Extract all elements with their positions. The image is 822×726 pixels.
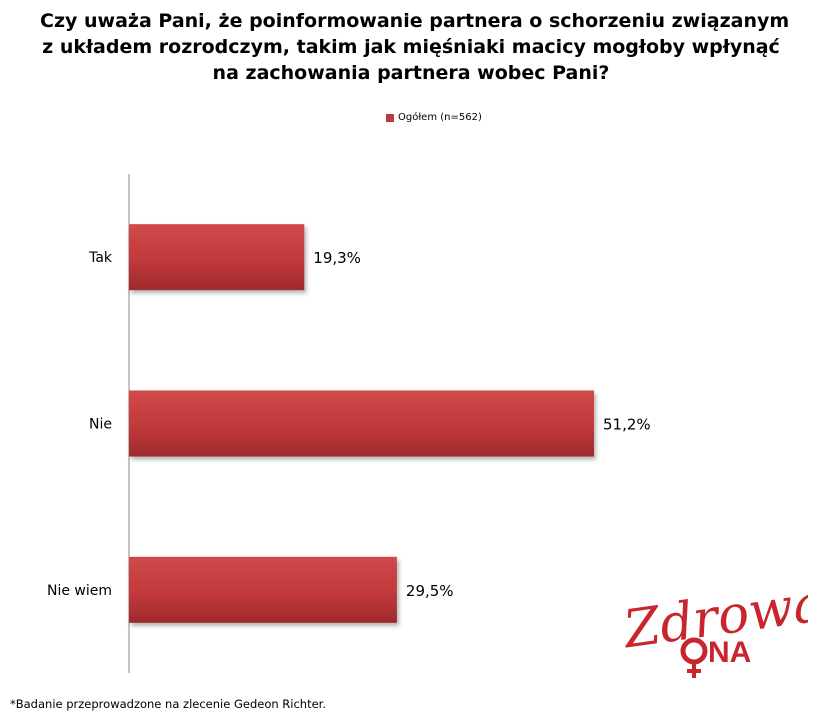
data-label: 19,3% <box>313 249 361 267</box>
footnote: *Badanie przeprowadzone na zlecenie Gede… <box>10 697 327 711</box>
chart-title-line: na zachowania partnera wobec Pani? <box>212 62 610 84</box>
category-label: Tak <box>88 250 113 266</box>
category-label: Nie wiem <box>47 583 112 599</box>
chart-title-line: z układem rozrodczym, takim jak mięśniak… <box>42 36 780 58</box>
zdrowa-ona-logo: Zdrowa NA <box>618 573 808 678</box>
data-label: 29,5% <box>406 582 454 600</box>
svg-text:NA: NA <box>708 636 751 669</box>
chart-title: Czy uważa Pani, że poinformowanie partne… <box>40 8 790 86</box>
legend-label: Ogółem (n=562) <box>398 112 482 123</box>
data-label: 51,2% <box>603 416 651 434</box>
category-label: Nie <box>89 417 112 433</box>
chart-title-line: Czy uważa Pani, że poinformowanie partne… <box>40 10 790 32</box>
bar-1 <box>129 390 594 457</box>
chart-legend: Ogółem (n=562) <box>386 112 482 123</box>
bar-2 <box>129 556 397 623</box>
bar-0 <box>129 224 305 291</box>
legend-swatch <box>386 113 394 122</box>
